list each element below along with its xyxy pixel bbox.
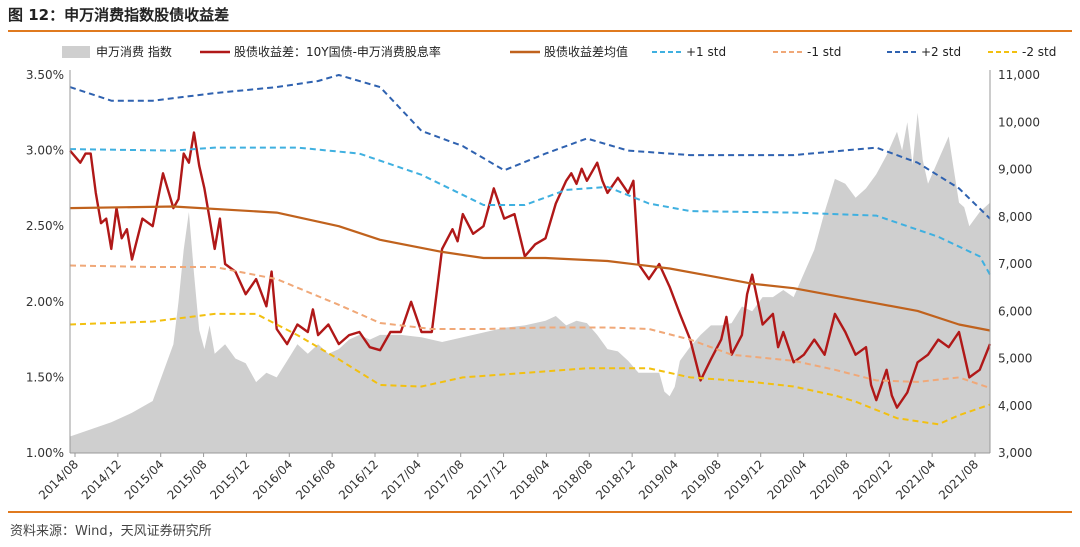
x-tick-label: 2017/08 [422, 457, 467, 502]
y-right-tick-label: 6,000 [998, 304, 1032, 318]
y-right-tick-label: 4,000 [998, 399, 1032, 413]
y-left-tick-label: 3.00% [26, 144, 64, 158]
y-left-tick-label: 2.50% [26, 219, 64, 233]
y-right-tick-label: 10,000 [998, 115, 1040, 129]
line-layer [69, 74, 992, 426]
x-tick-label: 2017/12 [465, 457, 510, 502]
y-left-tick-label: 1.00% [26, 446, 64, 460]
x-tick-label: 2018/12 [593, 457, 638, 502]
x-tick-label: 2014/08 [36, 457, 81, 502]
legend-label: +1 std [686, 45, 726, 59]
x-tick-label: 2021/04 [893, 457, 938, 502]
x-tick-label: 2021/08 [936, 457, 981, 502]
series-line-1 [69, 131, 992, 409]
x-tick-label: 2018/08 [550, 457, 595, 502]
series-line-6 [69, 312, 991, 426]
x-tick-label: 2020/08 [807, 457, 852, 502]
legend-label: 申万消费 指数 [96, 44, 172, 59]
series-area-index [70, 112, 990, 454]
y-left-tick-label: 1.50% [26, 370, 64, 384]
series-line-3 [69, 146, 991, 276]
y-right-tick-label: 3,000 [998, 446, 1032, 460]
x-tick-label: 2015/12 [207, 457, 252, 502]
x-tick-label: 2020/12 [850, 457, 895, 502]
top-rule [8, 30, 1072, 32]
x-tick-label: 2014/12 [79, 457, 124, 502]
x-tick-label: 2016/08 [293, 457, 338, 502]
y-left-tick-label: 2.00% [26, 295, 64, 309]
y-right-tick-label: 11,000 [998, 68, 1040, 82]
x-tick-label: 2019/04 [636, 457, 681, 502]
x-tick-label: 2016/04 [250, 457, 295, 502]
x-tick-label: 2015/04 [122, 457, 167, 502]
legend-label: -2 std [1022, 45, 1056, 59]
x-tick-label: 2018/04 [507, 457, 552, 502]
x-tick-label: 2019/12 [722, 457, 767, 502]
legend-label: 股债收益差均值 [544, 44, 628, 59]
y-right-tick-label: 7,000 [998, 257, 1032, 271]
index-area-layer [70, 112, 990, 454]
x-tick-label: 2015/08 [165, 457, 210, 502]
source-note: 资料来源：Wind，天风证券研究所 [10, 524, 212, 539]
x-tick-label: 2017/04 [379, 457, 424, 502]
y-right-tick-label: 8,000 [998, 210, 1032, 224]
x-tick-label: 2020/04 [765, 457, 810, 502]
legend: 申万消费 指数 股债收益差：10Y国债-申万消费股息率 股债收益差均值 +1 std -… [62, 44, 1056, 59]
figure-title: 图 12：申万消费指数股债收益差 [8, 6, 230, 24]
x-tick-label: 2016/12 [336, 457, 381, 502]
legend-label: 股债收益差：10Y国债-申万消费股息率 [234, 44, 441, 59]
legend-label: -1 std [807, 45, 841, 59]
legend-label: +2 std [921, 45, 961, 59]
x-tick-label: 2019/08 [679, 457, 724, 502]
y-right-tick-label: 5,000 [998, 352, 1032, 366]
y-right-tick-label: 9,000 [998, 163, 1032, 177]
bottom-rule [8, 511, 1072, 513]
series-line-4 [69, 264, 991, 389]
series-line-2 [69, 205, 991, 332]
series-line-5 [69, 74, 991, 220]
legend-swatch-area [62, 46, 90, 58]
y-left-tick-label: 3.50% [26, 68, 64, 82]
